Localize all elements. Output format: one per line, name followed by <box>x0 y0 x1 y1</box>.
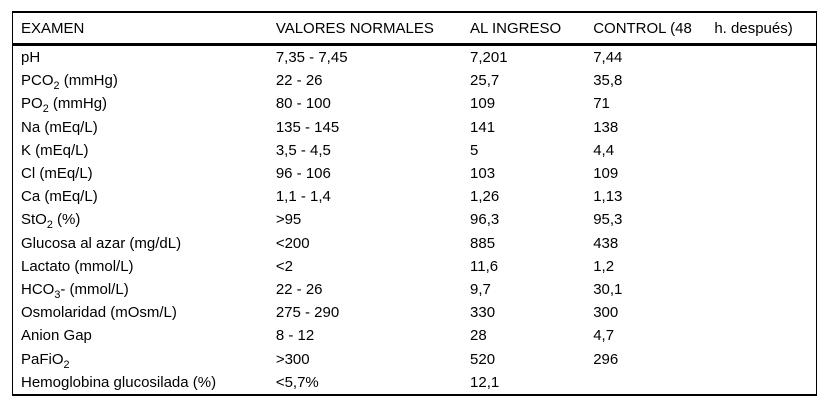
table-row: Hemoglobina glucosilada (%) <5,7% 12,1 <box>13 371 817 395</box>
spacer-cell <box>714 69 816 92</box>
table-row: Cl (mEq/L) 96 - 106 103 109 <box>13 162 817 185</box>
normal-values-cell: >95 <box>275 211 302 229</box>
spacer-cell <box>714 45 816 70</box>
normal-values-cell: 8 - 12 <box>275 327 315 345</box>
al-ingreso-cell: 7,201 <box>470 49 508 67</box>
normal-values-cell: 275 - 290 <box>275 304 340 322</box>
control-cell: 438 <box>593 234 619 252</box>
al-ingreso-cell: 520 <box>470 350 496 368</box>
exam-cell: PCO2 (mmHg) <box>21 72 118 93</box>
normal-values-cell: 22 - 26 <box>275 280 323 298</box>
spacer-cell <box>714 162 816 185</box>
header-control-48: CONTROL (48 <box>593 12 715 46</box>
header-al-ingreso: AL INGRESO <box>470 12 594 46</box>
spacer-cell <box>714 371 816 395</box>
exam-cell: Cl (mEq/L) <box>21 165 93 183</box>
header-h-despues: h. después) <box>714 12 817 46</box>
exam-cell: Ca (mEq/L) <box>21 188 98 206</box>
exam-cell: Lactato (mmol/L) <box>21 257 134 275</box>
spacer-cell <box>714 347 816 370</box>
header-valores-normales: VALORES NORMALES <box>275 12 471 46</box>
spacer-cell <box>714 208 816 231</box>
control-cell: 35,8 <box>593 72 623 90</box>
al-ingreso-cell: 885 <box>470 234 496 252</box>
table-row: StO2 (%) >95 96,3 95,3 <box>13 208 817 231</box>
control-cell: 300 <box>593 304 619 322</box>
control-cell: 30,1 <box>593 280 623 298</box>
table-row: Anion Gap 8 - 12 28 4,7 <box>13 324 817 347</box>
exam-cell: StO2 (%) <box>21 211 81 232</box>
control-cell: 138 <box>593 118 619 136</box>
al-ingreso-cell: 330 <box>470 304 496 322</box>
header-examen: EXAMEN <box>12 12 276 46</box>
control-cell <box>593 371 714 395</box>
table-header-row: EXAMEN VALORES NORMALES AL INGRESO CONTR… <box>12 12 817 46</box>
control-cell: 1,2 <box>593 257 615 275</box>
normal-values-cell: <2 <box>275 257 293 275</box>
table-row: Lactato (mmol/L) <2 11,6 1,2 <box>13 255 817 278</box>
table-row: Glucosa al azar (mg/dL) <200 885 438 <box>13 232 817 255</box>
table-body: pH 7,35 - 7,45 7,201 7,44 PCO2 (mmHg) 22 - 26… <box>13 45 817 395</box>
table-row: Na (mEq/L) 135 - 145 141 138 <box>13 116 817 139</box>
normal-values-cell: 7,35 - 7,45 <box>275 49 348 67</box>
exam-cell: PO2 (mmHg) <box>21 95 108 116</box>
normal-values-cell: <5,7% <box>275 373 319 391</box>
exam-cell: Osmolaridad (mOsm/L) <box>21 304 177 322</box>
al-ingreso-cell: 5 <box>470 141 479 159</box>
exam-cell: pH <box>21 49 41 67</box>
normal-values-cell: 80 - 100 <box>275 95 331 113</box>
control-cell: 296 <box>593 350 619 368</box>
exam-cell: Hemoglobina glucosilada (%) <box>21 373 217 391</box>
exam-cell: K (mEq/L) <box>21 141 89 159</box>
al-ingreso-cell: 1,26 <box>470 188 500 206</box>
exam-cell: Glucosa al azar (mg/dL) <box>21 234 182 252</box>
control-cell: 71 <box>593 95 610 113</box>
control-cell: 4,7 <box>593 327 615 345</box>
table-row: HCO3- (mmol/L) 22 - 26 9,7 30,1 <box>13 278 817 301</box>
spacer-cell <box>714 139 816 162</box>
al-ingreso-cell: 28 <box>470 327 487 345</box>
table-row: Osmolaridad (mOsm/L) 275 - 290 330 300 <box>13 301 817 324</box>
lab-results-table: EXAMEN VALORES NORMALES AL INGRESO CONTR… <box>12 11 817 396</box>
al-ingreso-cell: 12,1 <box>470 373 500 391</box>
normal-values-cell: 3,5 - 4,5 <box>275 141 331 159</box>
table-row: PaFiO2 >300 520 296 <box>13 347 817 370</box>
table-row: pH 7,35 - 7,45 7,201 7,44 <box>13 45 817 70</box>
spacer-cell <box>714 92 816 115</box>
spacer-cell <box>714 301 816 324</box>
normal-values-cell: 96 - 106 <box>275 165 331 183</box>
al-ingreso-cell: 25,7 <box>470 72 500 90</box>
exam-cell: HCO3- (mmol/L) <box>21 280 129 301</box>
spacer-cell <box>714 278 816 301</box>
normal-values-cell: >300 <box>275 350 310 368</box>
table-row: Ca (mEq/L) 1,1 - 1,4 1,26 1,13 <box>13 185 817 208</box>
control-cell: 95,3 <box>593 211 623 229</box>
control-cell: 1,13 <box>593 188 623 206</box>
normal-values-cell: 22 - 26 <box>275 72 323 90</box>
control-cell: 4,4 <box>593 141 615 159</box>
al-ingreso-cell: 109 <box>470 95 496 113</box>
al-ingreso-cell: 96,3 <box>470 211 500 229</box>
table-row: PO2 (mmHg) 80 - 100 109 71 <box>13 92 817 115</box>
spacer-cell <box>714 255 816 278</box>
exam-cell: PaFiO2 <box>21 350 70 371</box>
spacer-cell <box>714 324 816 347</box>
spacer-cell <box>714 232 816 255</box>
spacer-cell <box>714 185 816 208</box>
normal-values-cell: 1,1 - 1,4 <box>275 188 331 206</box>
exam-cell: Na (mEq/L) <box>21 118 98 136</box>
table-row: PCO2 (mmHg) 22 - 26 25,7 35,8 <box>13 69 817 92</box>
al-ingreso-cell: 9,7 <box>470 280 491 298</box>
al-ingreso-cell: 103 <box>470 165 496 183</box>
normal-values-cell: <200 <box>275 234 310 252</box>
al-ingreso-cell: 141 <box>470 118 496 136</box>
control-cell: 7,44 <box>593 49 623 67</box>
control-cell: 109 <box>593 165 619 183</box>
table-row: K (mEq/L) 3,5 - 4,5 5 4,4 <box>13 139 817 162</box>
exam-cell: Anion Gap <box>21 327 92 345</box>
al-ingreso-cell: 11,6 <box>470 257 499 275</box>
spacer-cell <box>714 116 816 139</box>
normal-values-cell: 135 - 145 <box>275 118 340 136</box>
